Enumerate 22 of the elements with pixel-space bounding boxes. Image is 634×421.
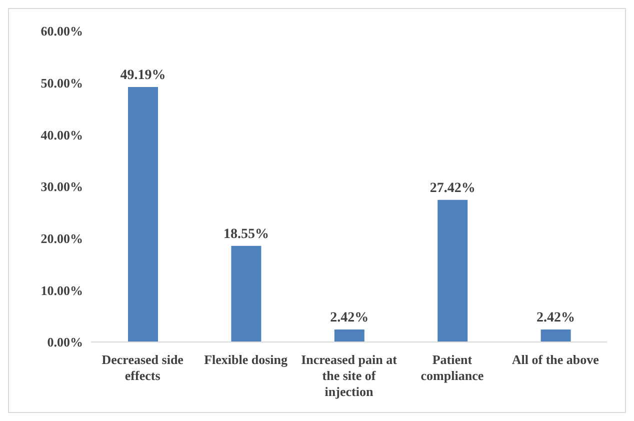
y-tick-label: 0.00%	[47, 334, 83, 350]
data-label: 2.42%	[330, 310, 369, 326]
x-tick-label: Patient compliance	[420, 352, 484, 383]
bar	[540, 329, 571, 342]
y-tick-label: 50.00%	[40, 75, 83, 90]
y-tick-label: 30.00%	[40, 179, 83, 194]
data-label: 2.42%	[536, 310, 576, 326]
x-tick-label: All of the above	[512, 352, 600, 367]
bar	[231, 246, 262, 342]
bar	[334, 329, 364, 342]
y-tick-label: 10.00%	[40, 282, 83, 298]
bar	[438, 200, 468, 342]
data-label: 18.55%	[223, 226, 269, 242]
data-label: 49.19%	[120, 68, 166, 84]
y-tick-label: 60.00%	[40, 24, 83, 39]
x-tick-label: Decreased side effects	[102, 352, 184, 383]
y-tick-label: 40.00%	[40, 127, 83, 142]
x-tick-label: Flexible dosing	[204, 352, 288, 367]
data-label: 27.42%	[430, 180, 476, 196]
x-tick-label: Increased pain at the site of injection	[301, 352, 398, 399]
y-tick-label: 20.00%	[40, 230, 83, 246]
bar	[128, 87, 158, 342]
